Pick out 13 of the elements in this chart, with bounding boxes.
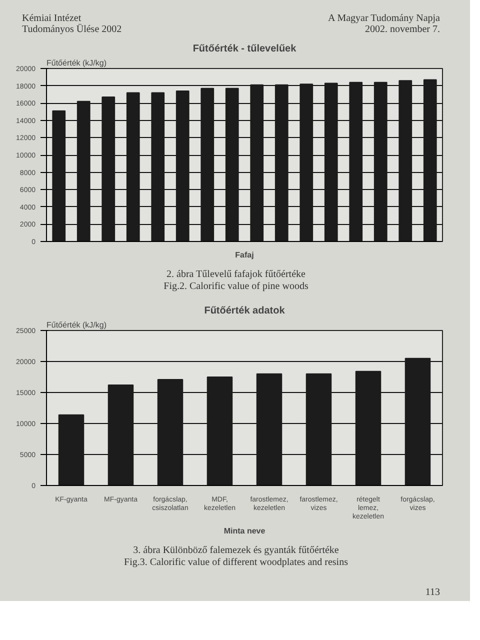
x-axis-title: Minta neve <box>224 526 266 536</box>
text: 3. ábra Különböző falemezek és gyanták fűtőértéke <box>133 545 339 556</box>
y-axis-title: Fűtőérték (kJ/kg) <box>46 58 107 68</box>
caption: Fig.2. Calorific value of pine woods <box>164 281 308 292</box>
text: 113 <box>425 587 440 598</box>
text: Kémiai Intézet Tudományos Ülése 2002 <box>22 13 123 35</box>
y-axis-title: Fűtőérték (kJ/kg) <box>46 320 107 330</box>
text: 2. ábra Tűlevelű fafajok fűtőértéke <box>166 269 306 280</box>
x-axis-title: Fafaj <box>235 250 254 260</box>
chart-title: Fűtőérték adatok <box>204 306 286 316</box>
caption: Fig.3. Calorific value of different woodplates and resins <box>124 557 348 568</box>
chart-title: Fűtőérték - tűlevelűek <box>192 44 297 54</box>
text: A Magyar Tudomány Napja 2002. november 7. <box>327 13 440 35</box>
